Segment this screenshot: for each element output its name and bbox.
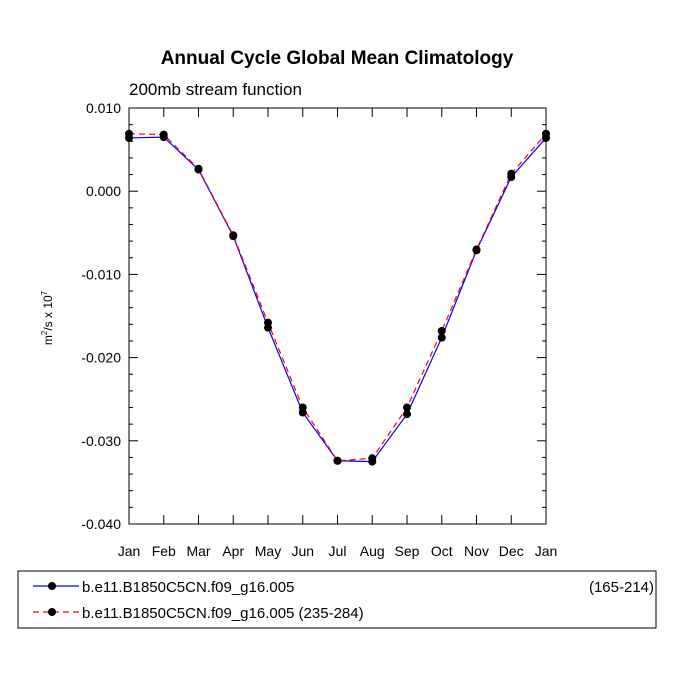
- x-tick-label: Feb: [152, 543, 176, 559]
- series-1-point: [437, 333, 446, 342]
- legend-entry-1: b.e11.B1850C5CN.f09_g16.005 (165-214): [33, 579, 654, 596]
- series-2-point: [264, 318, 272, 327]
- x-axis: Jan Feb Mar Apr May Jun Jul Aug Sep Oct Nov Dec Jan: [118, 108, 558, 559]
- series-2-point: [507, 169, 516, 178]
- chart-title: Annual Cycle Global Mean Climatology: [161, 48, 514, 69]
- legend-entry-2: b.e11.B1850C5CN.f09_g16.005 (235-284): [33, 605, 364, 622]
- series-2-point: [298, 403, 307, 412]
- series-1-point: [403, 410, 411, 419]
- series-line-1: [128, 136, 547, 463]
- x-tick-label: Oct: [431, 543, 453, 559]
- y-axis-label: m2/s x 107: [40, 290, 55, 345]
- x-tick-label: Jun: [291, 543, 314, 559]
- x-tick-label: Mar: [186, 543, 210, 559]
- y-tick-label: 0.000: [86, 183, 121, 199]
- x-tick-label: Jan: [118, 543, 141, 559]
- series-2-point: [368, 454, 377, 463]
- series-2-point: [229, 231, 238, 240]
- chart-subtitle: 200mb stream function: [129, 80, 302, 99]
- legend-box: [17, 570, 657, 629]
- x-tick-label: Sep: [395, 543, 420, 559]
- series-2-point: [333, 456, 342, 465]
- series-2-point: [125, 129, 133, 138]
- series-line-2: [128, 133, 547, 462]
- series-2-point: [542, 129, 550, 138]
- series-2-point: [159, 130, 168, 139]
- y-tick-label: -0.010: [81, 266, 121, 282]
- y-tick-label: -0.030: [81, 433, 121, 449]
- y-tick-label: -0.040: [81, 516, 121, 532]
- y-tick-label: -0.020: [81, 350, 121, 366]
- y-tick-label: 0.010: [86, 100, 121, 116]
- legend-marker-1: [48, 582, 56, 590]
- series-2-point: [194, 164, 203, 173]
- series-2-point: [437, 326, 446, 335]
- series-2-point: [472, 245, 481, 254]
- x-tick-label: May: [255, 543, 281, 559]
- x-tick-label: Apr: [222, 543, 244, 559]
- x-tick-label: Dec: [499, 543, 524, 559]
- x-tick-label: Aug: [360, 543, 385, 559]
- x-tick-label: Nov: [464, 543, 489, 559]
- legend-label-2: b.e11.B1850C5CN.f09_g16.005 (235-284): [82, 605, 364, 622]
- legend-marker-2: [48, 608, 56, 616]
- x-tick-label: Jul: [329, 543, 347, 559]
- y-axis: 0.010 0.000 -0.010 -0.020 -0.030 -0.040: [81, 100, 546, 532]
- series-2-point: [403, 403, 411, 412]
- series-lines: [125, 129, 550, 466]
- legend-label-1: b.e11.B1850C5CN.f09_g16.005: [82, 579, 294, 596]
- x-tick-label: Jan: [535, 543, 558, 559]
- legend-label-1-suffix: (165-214): [589, 579, 654, 596]
